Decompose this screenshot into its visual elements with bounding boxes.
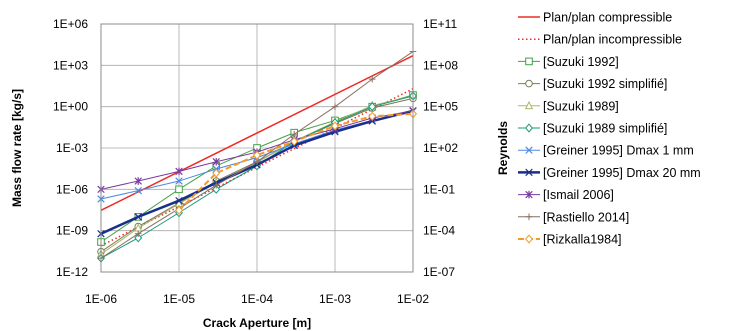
x-tick-label: 1E-05 xyxy=(163,292,195,306)
data-point xyxy=(175,177,183,185)
legend-item: Plan/plan incompressible xyxy=(518,33,682,47)
data-point xyxy=(175,185,183,194)
legend-item: [Rastiello 2014] xyxy=(518,210,629,224)
data-point xyxy=(212,181,220,189)
legend-label: [Suzuki 1992 simplifié] xyxy=(543,77,667,91)
series-line xyxy=(100,55,414,211)
data-point-stroke xyxy=(525,146,533,154)
legend-label: [Ismail 2006] xyxy=(543,188,614,202)
data-point xyxy=(525,79,533,88)
data-point xyxy=(134,233,143,243)
data-point xyxy=(525,168,533,177)
y2-tick-label: 1E+05 xyxy=(423,100,458,114)
legend-item: [Suzuki 1989 simplifié] xyxy=(518,122,667,136)
legend-label: [Greiner 1995] Dmax 1 mm xyxy=(543,144,694,158)
y-tick-label: 1E-12 xyxy=(56,265,88,279)
legend: Plan/plan compressible Plan/plan incompre… xyxy=(518,11,701,247)
data-point xyxy=(212,157,220,166)
x-tick-labels: 1E-06 1E-05 1E-04 1E-03 1E-02 xyxy=(85,292,429,306)
y2-tick-label: 1E+08 xyxy=(423,58,458,72)
data-point-stroke xyxy=(525,168,533,177)
legend-item: [Ismail 2006] xyxy=(518,188,614,202)
data-point xyxy=(134,186,142,195)
y2-tick-label: 1E+11 xyxy=(423,17,457,31)
data-point xyxy=(525,190,533,199)
legend-item: [Suzuki 1992 simplifié] xyxy=(518,77,667,91)
data-point xyxy=(290,136,299,146)
data-point xyxy=(331,121,339,131)
data-point xyxy=(525,213,533,221)
y-tick-labels: 1E-12 1E-09 1E-06 1E-03 1E+00 1E+03 1E+06 xyxy=(53,17,88,279)
legend-label: [Rastiello 2014] xyxy=(543,210,629,224)
data-point xyxy=(175,196,183,205)
data-point xyxy=(134,230,142,238)
data-point xyxy=(525,234,533,244)
legend-label: Plan/plan compressible xyxy=(543,11,672,25)
legend-label: [Suzuki 1992] xyxy=(543,55,619,69)
data-point xyxy=(134,213,142,221)
data-point-stroke xyxy=(175,177,183,185)
data-point-stroke xyxy=(134,186,142,195)
y2-tick-labels: 1E-07 1E-04 1E-01 1E+02 1E+05 1E+08 1E+11 xyxy=(423,17,458,279)
data-point xyxy=(331,103,339,110)
data-point xyxy=(524,100,534,110)
x-tick-label: 1E-02 xyxy=(397,292,429,306)
y2-tick-label: 1E-07 xyxy=(423,265,455,279)
y-tick-label: 1E+00 xyxy=(53,100,88,114)
legend-label: Plan/plan incompressible xyxy=(543,33,682,47)
data-point xyxy=(368,75,376,83)
y-tick-label: 1E-06 xyxy=(56,182,88,196)
legend-item: [Suzuki 1989] xyxy=(518,99,619,113)
data-point xyxy=(368,102,377,112)
data-point xyxy=(253,150,261,160)
x-tick-label: 1E-03 xyxy=(319,292,351,306)
legend-label: [Greiner 1995] Dmax 20 mm xyxy=(543,166,701,180)
data-point-stroke xyxy=(134,213,142,221)
y-tick-label: 1E-03 xyxy=(56,141,88,155)
series-0 xyxy=(100,55,414,211)
y2-tick-label: 1E+02 xyxy=(423,141,458,155)
legend-item: [Greiner 1995] Dmax 1 mm xyxy=(518,144,694,158)
y-tick-label: 1E+06 xyxy=(53,17,88,31)
legend-item: [Greiner 1995] Dmax 20 mm xyxy=(518,166,701,180)
legend-item: Plan/plan compressible xyxy=(518,11,672,25)
data-point xyxy=(525,57,533,66)
data-point-stroke xyxy=(175,196,183,205)
series-10 xyxy=(175,109,417,215)
data-point xyxy=(175,205,183,215)
x-tick-label: 1E-04 xyxy=(241,292,273,306)
data-point xyxy=(525,123,533,133)
y-axis-title: Mass flow rate [kg/s] xyxy=(10,89,24,207)
y-tick-label: 1E-09 xyxy=(56,224,88,238)
data-point xyxy=(175,167,183,176)
x-axis-title: Crack Aperture [m] xyxy=(203,316,311,330)
legend-label: [Suzuki 1989 simplifié] xyxy=(543,122,667,136)
x-tick-label: 1E-06 xyxy=(85,292,117,306)
y2-tick-label: 1E-04 xyxy=(423,224,455,238)
data-point xyxy=(134,177,142,185)
data-point xyxy=(368,111,377,121)
data-point xyxy=(212,168,221,178)
legend-label: [Suzuki 1989] xyxy=(543,99,619,113)
data-point xyxy=(212,184,221,194)
legend-label: [Rizkalla1984] xyxy=(543,233,622,247)
legend-item: [Suzuki 1992] xyxy=(518,55,619,69)
data-point xyxy=(525,146,533,154)
y-tick-label: 1E+03 xyxy=(53,58,88,72)
y2-tick-label: 1E-01 xyxy=(423,182,455,196)
legend-item: [Rizkalla1984] xyxy=(518,233,622,247)
plot-border xyxy=(100,23,414,273)
y2-axis-title: Reynolds xyxy=(496,121,510,175)
data-point xyxy=(290,130,298,138)
